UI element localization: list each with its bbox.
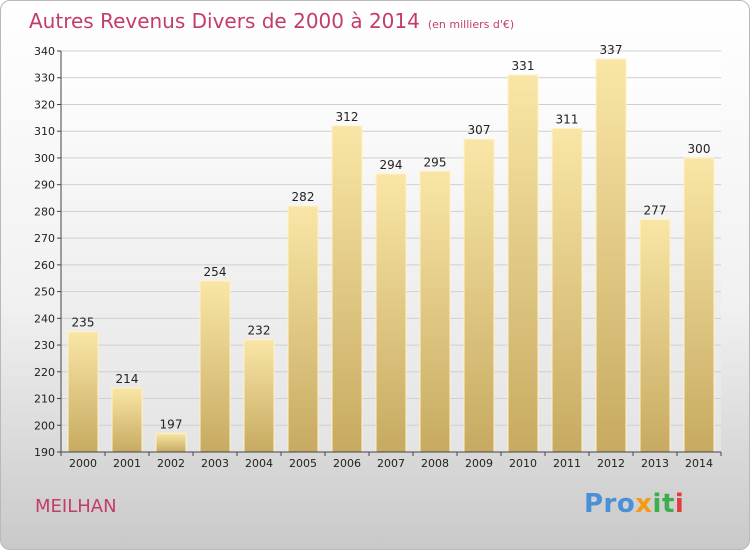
bar	[67, 331, 99, 453]
x-tick-label: 2002	[157, 457, 185, 470]
logo-part-1: Pro	[584, 489, 636, 519]
bar	[331, 125, 363, 453]
data-label: 214	[116, 372, 139, 386]
data-label: 235	[72, 316, 95, 330]
bar	[639, 218, 671, 453]
y-tick-label: 220	[34, 366, 55, 379]
bar	[111, 387, 143, 453]
y-tick-label: 230	[34, 339, 55, 352]
data-label: 254	[204, 265, 227, 279]
x-tick-label: 2009	[465, 457, 493, 470]
y-tick-label: 280	[34, 205, 55, 218]
x-tick-label: 2003	[201, 457, 229, 470]
y-tick-label: 190	[34, 446, 55, 459]
y-axis-ticks: 190 200 210 220 230 240 250 260 270 280 290 300 310 3…	[34, 45, 61, 459]
bar	[551, 128, 583, 453]
data-label: 307	[468, 123, 491, 137]
y-tick-label: 260	[34, 259, 55, 272]
y-tick-label: 310	[34, 125, 55, 138]
x-tick-label: 2010	[509, 457, 537, 470]
data-label: 311	[556, 113, 579, 127]
bar	[243, 339, 275, 453]
data-label: 331	[512, 59, 535, 73]
x-tick-label: 2013	[641, 457, 669, 470]
chart-title-row: Autres Revenus Divers de 2000 à 2014 (en …	[29, 9, 514, 33]
proxiti-logo[interactable]: Proxiti	[584, 489, 684, 519]
data-label: 300	[688, 142, 711, 156]
data-label: 295	[424, 155, 447, 169]
x-tick-label: 2014	[685, 457, 713, 470]
chart-title: Autres Revenus Divers de 2000 à 2014	[29, 9, 420, 33]
x-tick-label: 2005	[289, 457, 317, 470]
chart-unit: (en milliers d'€)	[427, 18, 515, 31]
logo-part-4: i	[674, 489, 685, 519]
logo-part-2: x	[635, 489, 653, 519]
x-tick-label: 2012	[597, 457, 625, 470]
bar	[595, 58, 627, 453]
y-tick-label: 240	[34, 312, 55, 325]
y-tick-label: 210	[34, 393, 55, 406]
data-label: 197	[160, 417, 183, 431]
x-tick-label: 2001	[113, 457, 141, 470]
bar	[375, 173, 407, 453]
data-label: 277	[644, 203, 667, 217]
data-label: 312	[336, 110, 359, 124]
y-tick-label: 250	[34, 286, 55, 299]
bar	[199, 280, 231, 453]
bar	[419, 170, 451, 453]
bar	[683, 157, 715, 453]
data-label: 282	[292, 190, 315, 204]
bar	[507, 74, 539, 453]
x-tick-label: 2011	[553, 457, 581, 470]
bar	[287, 205, 319, 453]
y-tick-label: 200	[34, 419, 55, 432]
logo-part-3: it	[652, 489, 675, 519]
y-tick-label: 300	[34, 152, 55, 165]
y-tick-label: 330	[34, 72, 55, 85]
x-tick-label: 2000	[69, 457, 97, 470]
y-tick-label: 270	[34, 232, 55, 245]
bar	[155, 432, 187, 453]
commune-name: MEILHAN	[35, 496, 117, 517]
data-label: 337	[600, 43, 623, 57]
data-label: 294	[380, 158, 403, 172]
x-tick-label: 2007	[377, 457, 405, 470]
data-label: 232	[248, 324, 271, 338]
x-tick-label: 2004	[245, 457, 273, 470]
y-tick-label: 340	[34, 45, 55, 58]
bar	[463, 138, 495, 453]
x-tick-label: 2006	[333, 457, 361, 470]
x-tick-label: 2008	[421, 457, 449, 470]
x-axis-ticks: 2000 2001 2002 2003 2004 2005 2006 2007 2008 2009…	[60, 452, 722, 470]
y-tick-label: 320	[34, 98, 55, 111]
y-tick-label: 290	[34, 179, 55, 192]
